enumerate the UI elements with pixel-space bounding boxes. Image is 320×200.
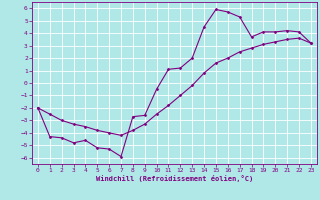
X-axis label: Windchill (Refroidissement éolien,°C): Windchill (Refroidissement éolien,°C) bbox=[96, 175, 253, 182]
